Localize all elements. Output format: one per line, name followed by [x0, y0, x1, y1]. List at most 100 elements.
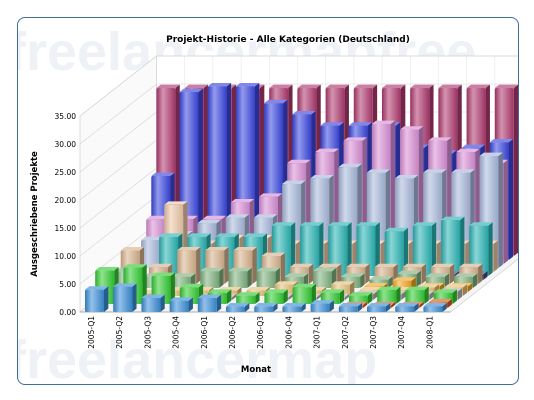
y-axis-ticks: 0.00 5.00 10.00 15.00 20.00 25.00 30.00 35.00 — [55, 112, 77, 317]
bar-front — [356, 225, 376, 276]
bar-top — [410, 84, 434, 88]
bar-top — [148, 263, 173, 268]
bar-top — [292, 111, 316, 115]
y-tick-label: 5.00 — [59, 280, 76, 289]
x-tick-label: 2007-Q1 — [313, 316, 322, 349]
bar-2-2006-Q2 — [236, 292, 260, 304]
bar-side — [368, 292, 373, 304]
x-tick-label: 2007-Q3 — [369, 316, 378, 349]
bar-top — [469, 222, 493, 226]
bar-side — [255, 292, 260, 304]
bar-side — [237, 287, 242, 296]
bar-side — [224, 247, 229, 284]
bar-top — [202, 215, 226, 220]
bar-top — [228, 267, 252, 272]
bar-top — [225, 214, 250, 218]
bar-front — [338, 306, 358, 312]
bar-top — [443, 284, 468, 288]
bar-front — [367, 306, 386, 312]
x-tick-label: 2007-Q2 — [341, 316, 350, 349]
chart-panel: freelancermapfree freelancermap 0.00 5.00… — [17, 17, 519, 385]
bar-top — [187, 233, 211, 237]
bar-top — [359, 287, 383, 291]
x-tick-label: 2005-Q4 — [172, 316, 181, 349]
gridline — [79, 55, 157, 117]
x-axis-label: Monat — [241, 365, 271, 375]
bar-front — [113, 286, 133, 312]
bar-0-2005-Q2 — [113, 283, 137, 312]
bar-side — [203, 84, 208, 256]
bar-top — [364, 283, 388, 287]
bar-front — [412, 225, 432, 276]
chart-title: Projekt-Historie - Alle Kategorien (Deut… — [166, 35, 410, 45]
bar-top — [310, 300, 334, 304]
bar-top — [402, 263, 427, 268]
bar-side — [503, 159, 508, 264]
x-tick-label: 2007-Q4 — [397, 316, 406, 349]
x-tick-label: 2005-Q1 — [87, 316, 96, 349]
bar-top — [208, 289, 232, 293]
bar-front — [256, 271, 276, 288]
x-tick-label: 2006-Q4 — [284, 316, 293, 349]
bar-top — [197, 294, 222, 298]
bar-top — [367, 303, 391, 307]
bar-top — [377, 286, 401, 290]
bar-side — [316, 293, 322, 300]
x-tick-label: 2005-Q3 — [143, 316, 152, 349]
bar-top — [282, 180, 306, 184]
bar-top — [253, 214, 278, 218]
bar-top — [466, 84, 490, 88]
bar-top — [489, 139, 514, 143]
bar-top — [430, 263, 455, 268]
bar-top — [346, 263, 370, 268]
bar-front — [310, 303, 330, 312]
bar-top — [423, 169, 447, 173]
bar-side — [401, 291, 406, 300]
bar-side — [232, 293, 237, 300]
bar-9-2008-Q1 — [469, 222, 493, 276]
bar-side — [391, 301, 396, 308]
bar-side — [337, 263, 342, 284]
bar-top — [95, 267, 119, 271]
bar-side — [493, 240, 498, 272]
bar-side — [132, 283, 137, 312]
bar-front — [377, 290, 397, 304]
bar-top — [151, 272, 175, 276]
gridline — [79, 83, 157, 145]
bar-top — [456, 148, 480, 152]
bar-top — [197, 219, 221, 224]
bar-top — [394, 175, 419, 179]
y-axis-label: Ausgeschriebene Projekte — [30, 151, 40, 277]
bar-front — [197, 298, 217, 312]
bar-marks — [85, 83, 518, 312]
bar-top — [454, 273, 478, 277]
y-tick-label: 35.00 — [55, 112, 77, 121]
bar-top — [297, 84, 321, 88]
bar-top — [169, 297, 193, 301]
bar-side — [373, 291, 378, 300]
bar-side — [245, 303, 250, 312]
bar-top — [397, 270, 421, 274]
bar-side — [467, 283, 473, 292]
bar-0-2006-Q3 — [254, 303, 278, 312]
bar-front — [469, 225, 489, 276]
bar-side — [347, 222, 352, 276]
bar-front — [228, 271, 248, 288]
bar-top — [320, 289, 345, 293]
gridline — [79, 111, 157, 173]
bar-9-2006-Q3 — [300, 222, 324, 276]
bar-side — [301, 303, 306, 312]
bar-front — [282, 306, 302, 312]
bar-side — [424, 286, 429, 304]
bar-top — [164, 201, 188, 205]
bar-top — [282, 303, 306, 307]
y-tick-label: 15.00 — [55, 224, 77, 233]
bar-0-2007-Q4 — [395, 303, 419, 312]
bar-top — [349, 292, 373, 296]
bar-top — [338, 303, 363, 307]
bar-top — [371, 120, 396, 124]
bar-side — [457, 288, 463, 300]
bar-top — [113, 283, 137, 287]
bar-top — [120, 247, 145, 251]
bar-front — [405, 290, 425, 304]
